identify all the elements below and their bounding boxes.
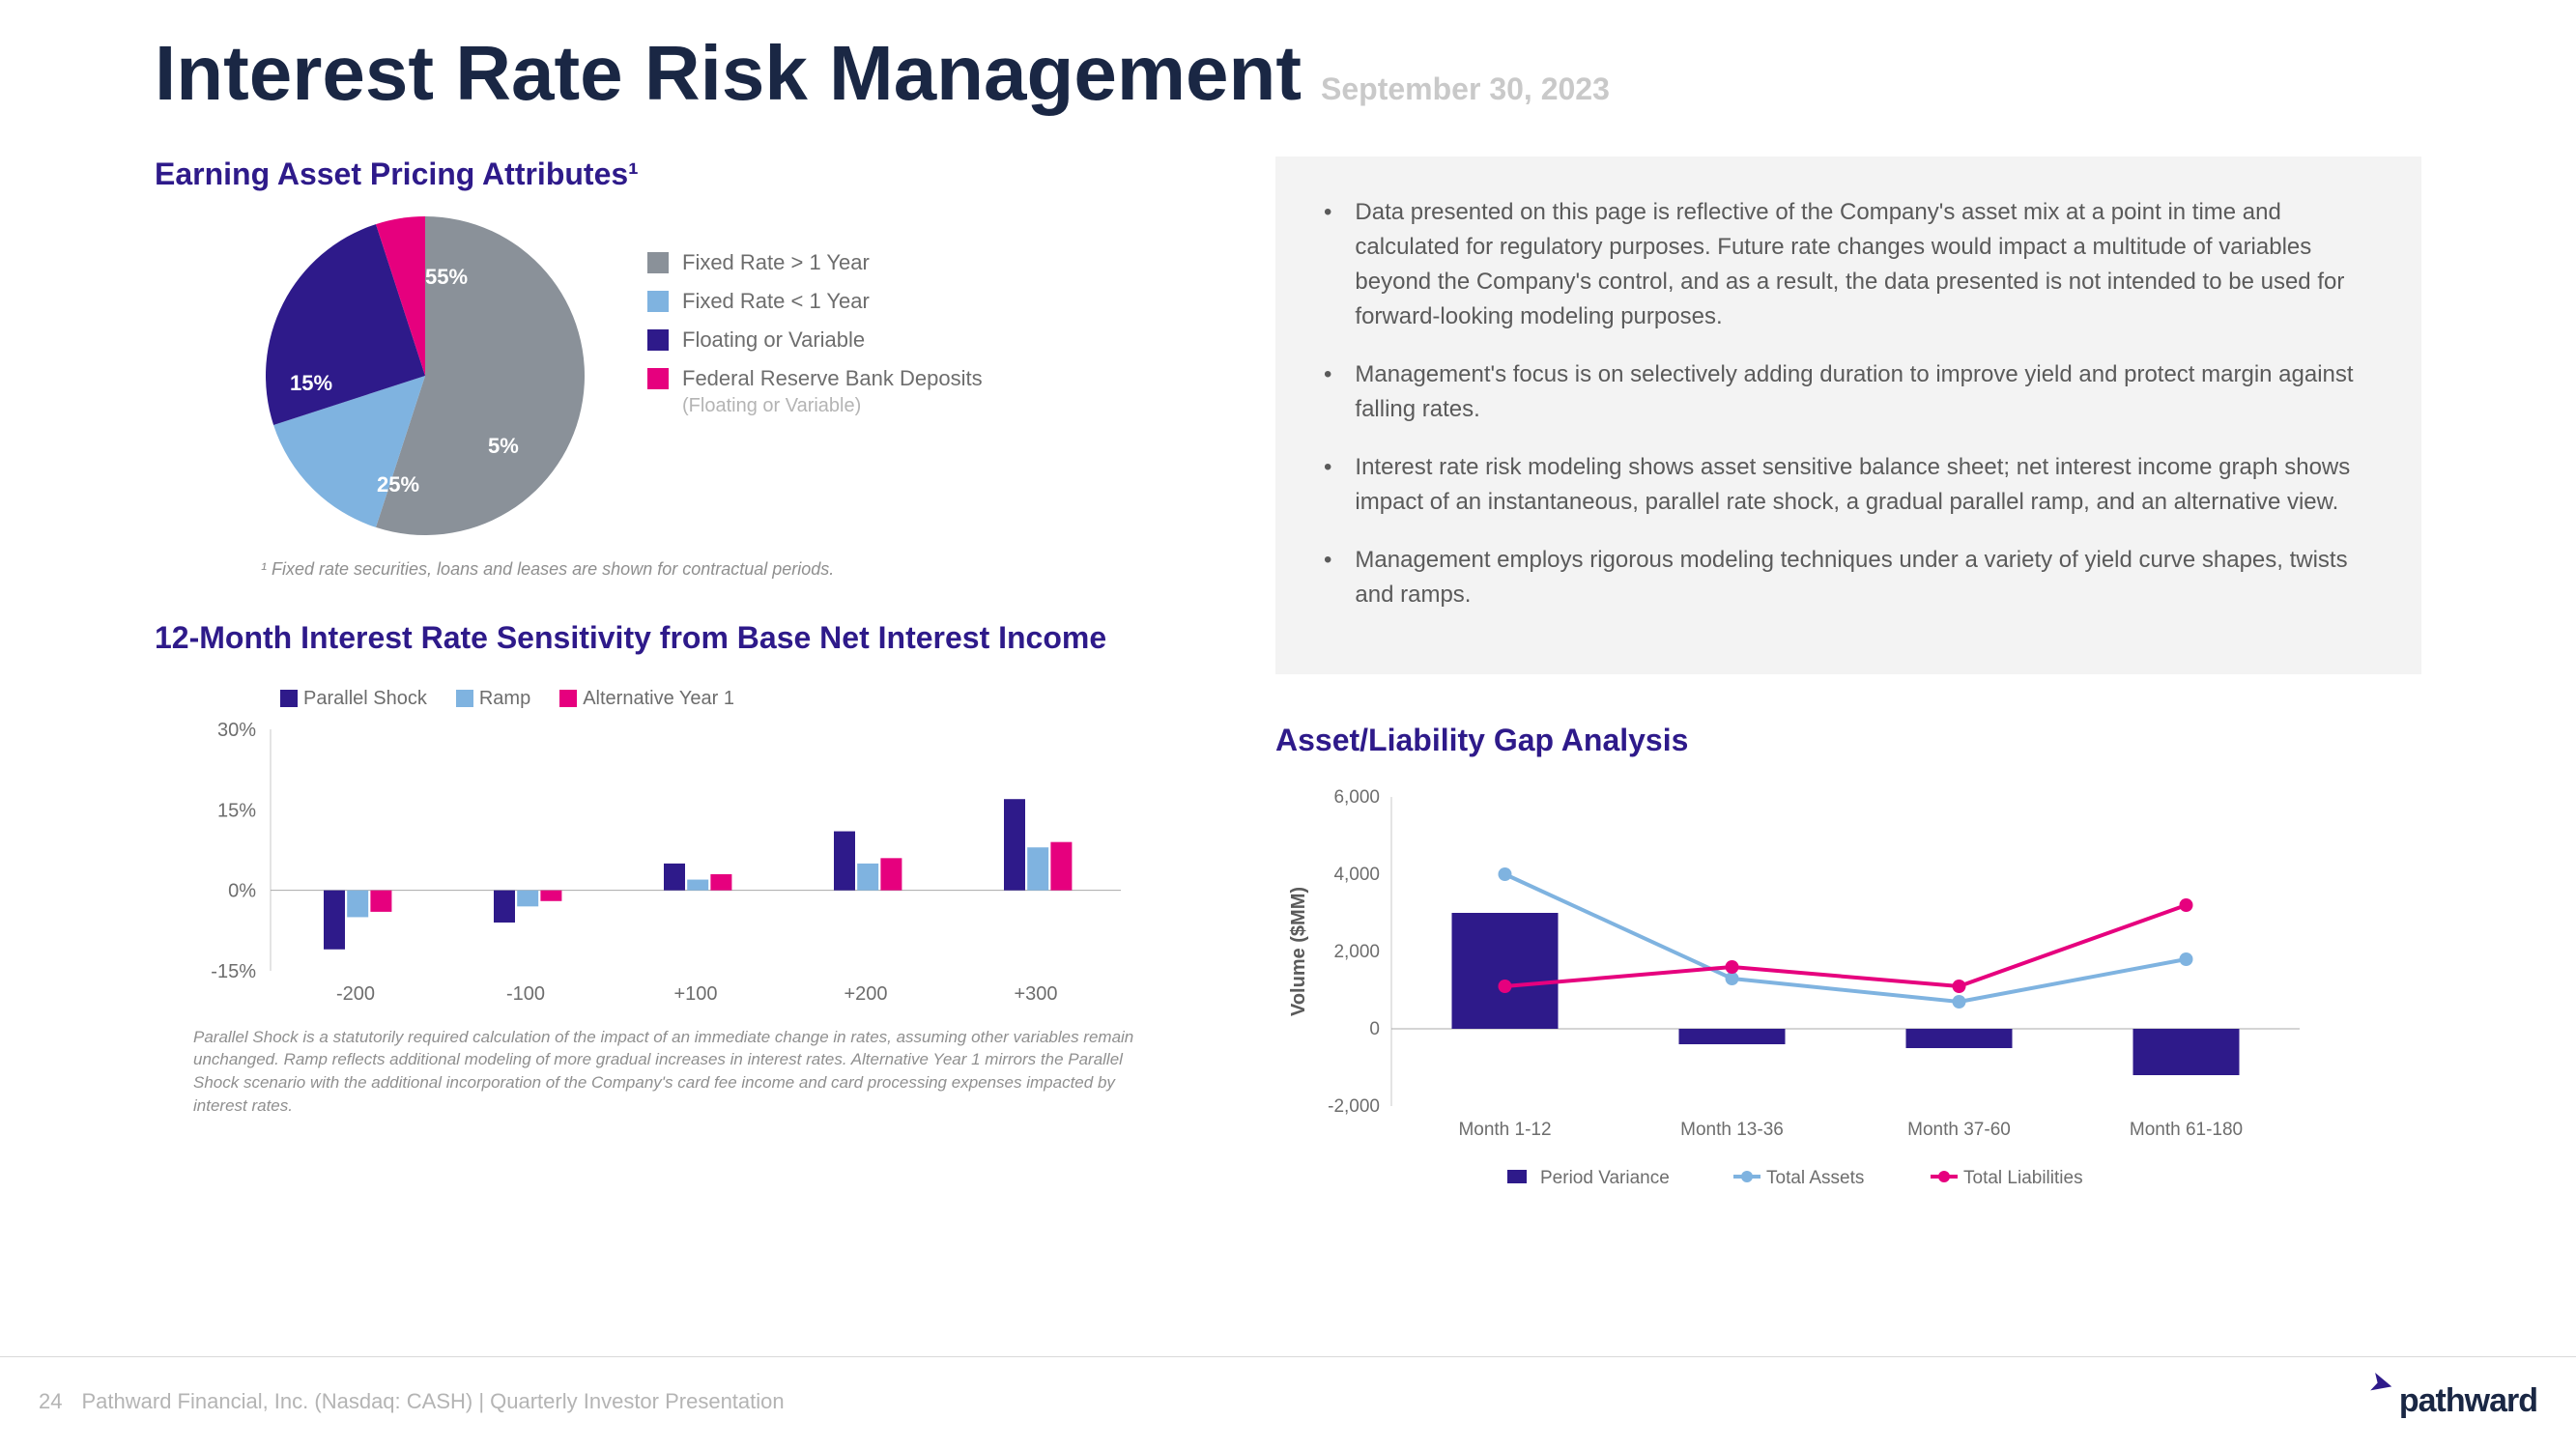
gap-heading: Asset/Liability Gap Analysis <box>1275 723 2421 758</box>
svg-text:Month 61-180: Month 61-180 <box>2130 1120 2243 1140</box>
legend-item: Federal Reserve Bank Deposits <box>647 366 983 391</box>
logo: ➤ pathward <box>2369 1382 2537 1420</box>
svg-text:Volume ($MM): Volume ($MM) <box>1288 887 1309 1016</box>
bar-heading: 12-Month Interest Rate Sensitivity from … <box>155 618 1217 659</box>
pie-pct-55: 55% <box>425 265 468 290</box>
pie-legend: Fixed Rate > 1 Year Fixed Rate < 1 Year Fl… <box>647 250 983 431</box>
svg-text:Period Variance: Period Variance <box>1540 1168 1670 1188</box>
gap-chart: Volume ($MM) 6,000 4,000 2,000 0 -2,000 Month … <box>1275 778 2319 1203</box>
bullet-item: •Management's focus is on selectively ad… <box>1324 357 2373 427</box>
svg-text:-2,000: -2,000 <box>1328 1096 1380 1117</box>
svg-text:15%: 15% <box>217 800 256 821</box>
pie-footnote: ¹ Fixed rate securities, loans and lease… <box>261 559 1217 580</box>
info-box: •Data presented on this page is reflecti… <box>1275 156 2421 674</box>
legend-item: Floating or Variable <box>647 327 983 353</box>
svg-text:4,000: 4,000 <box>1333 865 1380 885</box>
svg-text:-100: -100 <box>506 983 545 1005</box>
page-number: 24 <box>39 1389 62 1414</box>
pie-pct-15: 15% <box>290 371 332 396</box>
bar-legend: Parallel ShockRampAlternative Year 1 <box>280 688 1217 710</box>
divider <box>0 1356 2576 1357</box>
svg-text:Month 37-60: Month 37-60 <box>1907 1120 2011 1140</box>
bullet-item: •Data presented on this page is reflecti… <box>1324 195 2373 334</box>
bullet-item: •Interest rate risk modeling shows asset… <box>1324 450 2373 520</box>
footer-text: Pathward Financial, Inc. (Nasdaq: CASH) … <box>81 1389 784 1414</box>
svg-text:Total Liabilities: Total Liabilities <box>1963 1168 2083 1188</box>
svg-text:+200: +200 <box>844 983 887 1005</box>
svg-text:0%: 0% <box>228 880 256 901</box>
svg-text:Month 13-36: Month 13-36 <box>1680 1120 1784 1140</box>
page-date: September 30, 2023 <box>1321 71 1610 107</box>
svg-text:-200: -200 <box>336 983 375 1005</box>
legend-item: Fixed Rate > 1 Year <box>647 250 983 275</box>
svg-text:Total Assets: Total Assets <box>1766 1168 1864 1188</box>
pie-pct-5: 5% <box>488 434 519 459</box>
page-title: Interest Rate Risk Management <box>155 29 1302 118</box>
pie-heading: Earning Asset Pricing Attributes¹ <box>155 156 1217 192</box>
svg-text:-15%: -15% <box>211 961 256 982</box>
bar-chart: 30% 15% 0% -15% -200 -100 +100 +200 +300 <box>193 720 1140 1009</box>
svg-text:Month 1-12: Month 1-12 <box>1458 1120 1551 1140</box>
pie-chart: 55% 15% 25% 5% <box>261 212 589 540</box>
bullet-item: •Management employs rigorous modeling te… <box>1324 543 2373 612</box>
svg-text:2,000: 2,000 <box>1333 942 1380 962</box>
svg-text:0: 0 <box>1369 1019 1380 1039</box>
pie-pct-25: 25% <box>377 472 419 497</box>
svg-text:6,000: 6,000 <box>1333 787 1380 808</box>
bar-footnote: Parallel Shock is a statutorily required… <box>193 1026 1159 1118</box>
svg-text:30%: 30% <box>217 720 256 741</box>
legend-item: Fixed Rate < 1 Year <box>647 289 983 314</box>
svg-text:+300: +300 <box>1014 983 1057 1005</box>
svg-text:+100: +100 <box>673 983 717 1005</box>
